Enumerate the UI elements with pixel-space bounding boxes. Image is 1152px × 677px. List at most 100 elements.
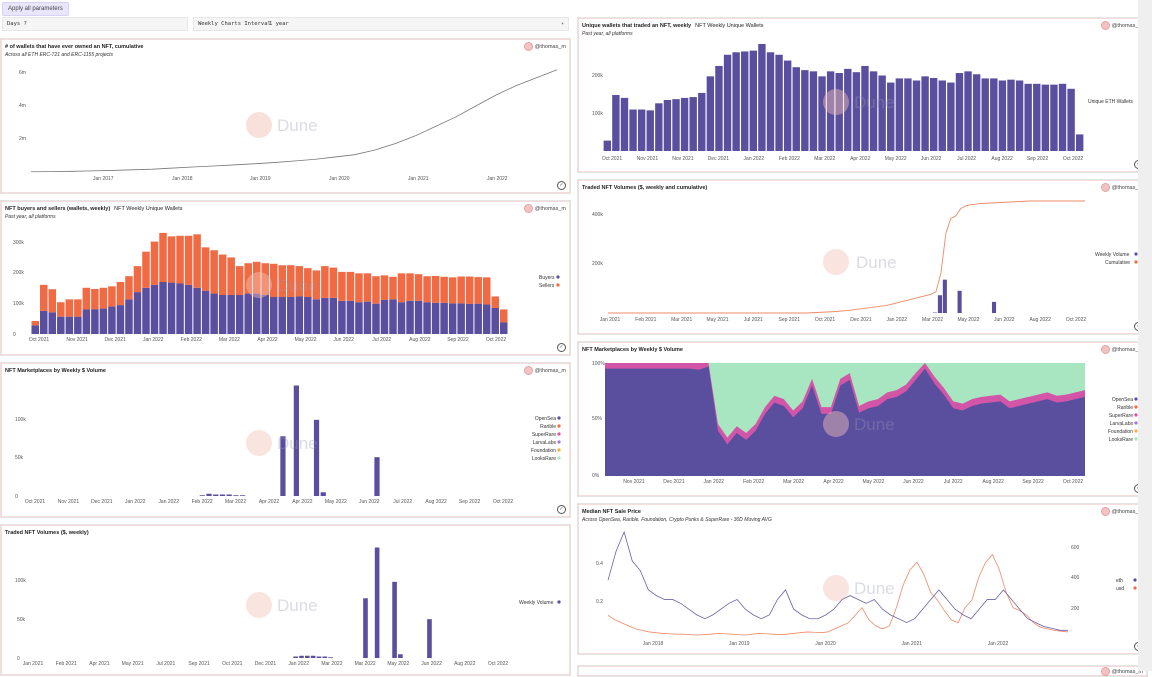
y-tick: 2m [19, 136, 26, 142]
bar [638, 110, 645, 151]
x-tick: Jan 2020 [815, 641, 836, 647]
legend-label: Buyers [539, 275, 555, 281]
bar [322, 657, 327, 658]
bar-buyers [457, 303, 465, 334]
legend-label: LooksRare [1109, 437, 1133, 443]
bar [904, 78, 911, 151]
legend-label: eth [1116, 578, 1123, 584]
param-weekly-interval[interactable]: Weekly Charts Interval 1 year ▾ [193, 17, 569, 31]
legend: Unique ETH Wallets [1088, 99, 1133, 105]
x-tick: Nov 2021 [672, 156, 694, 162]
marketplaces-volume-card: NFT Marketplaces by Weekly $ Volume @tho… [0, 362, 571, 518]
bar [1059, 84, 1066, 151]
param-days[interactable]: Days ? [2, 17, 188, 31]
scrollbar[interactable] [1138, 0, 1152, 671]
bar [1024, 84, 1031, 151]
bar [233, 495, 238, 496]
bar [992, 302, 996, 313]
bar-buyers [474, 304, 482, 334]
bar-buyers [142, 288, 150, 334]
bar-buyers [389, 299, 397, 334]
bar-sellers [151, 242, 159, 285]
x-tick: Jul 2022 [393, 499, 412, 505]
y-tick: 0 [17, 656, 20, 662]
bar [732, 52, 739, 151]
bar-buyers [176, 283, 184, 334]
y-ticks: 100% 50% 0% [592, 361, 605, 479]
watermark-text: Dune [277, 276, 318, 295]
bar-sellers [227, 257, 235, 295]
bar-buyers [338, 301, 346, 334]
x-tick: Jan 2022 [704, 479, 725, 485]
bar-buyers [253, 294, 261, 334]
legend-label: SuperRare [532, 432, 556, 438]
bar-sellers [364, 273, 372, 301]
bar [689, 97, 696, 151]
x-tick: Nov 2021 [66, 337, 88, 343]
bar-sellers [176, 236, 184, 284]
param-interval-value: 1 year [269, 18, 289, 30]
bar [311, 656, 316, 658]
bar-sellers [66, 299, 74, 316]
bar [1033, 84, 1040, 151]
bar [375, 547, 380, 658]
check-icon: ✓ [557, 505, 566, 514]
bar [878, 76, 885, 151]
legend: Buyers Sellers [539, 275, 560, 289]
bar [612, 95, 619, 151]
bar-buyers [227, 295, 235, 334]
author-link[interactable]: @thomas_m [1101, 667, 1143, 676]
x-tick: Feb 2022 [779, 156, 800, 162]
chart-svg: 0 50k 100k Dune OpenSeaRaribleSuperRareL… [1, 363, 570, 517]
x-tick: Mar 2022 [814, 156, 835, 162]
x-tick: Sep 2021 [188, 661, 210, 667]
bar [921, 76, 928, 151]
legend-label: Foundation [531, 448, 556, 454]
x-tick: Oct 2021 [29, 337, 50, 343]
bar-sellers [185, 236, 193, 285]
chart-svg: 0 100k 200k 300k Dune Buyers Sellers Oct… [1, 201, 570, 355]
bar [999, 80, 1006, 151]
chart-svg: 0.2 0.4 200 400 600 Dune eth usd Jan 201… [578, 504, 1147, 654]
legend-marker [557, 424, 560, 427]
x-tick: Jun 2022 [333, 337, 354, 343]
bar-sellers [32, 321, 40, 325]
bar [629, 110, 636, 151]
watermark: Dune [823, 411, 895, 437]
chevron-down-icon: ▾ [561, 18, 564, 30]
bar-sellers [347, 272, 355, 301]
y-ticks: 0 50k 100k [15, 417, 26, 500]
x-tick: May 2022 [957, 317, 979, 323]
bar-buyers [415, 301, 423, 334]
x-tick: Jan 2021 [901, 641, 922, 647]
bar-sellers [100, 288, 108, 309]
bar [810, 71, 817, 151]
bar [374, 457, 379, 496]
bar-buyers [261, 295, 269, 334]
x-tick: Feb 2021 [56, 661, 77, 667]
bar-buyers [108, 307, 116, 334]
bar-buyers [40, 311, 48, 334]
y-tick: 0 [13, 332, 16, 338]
bar [939, 80, 946, 151]
bar-sellers [134, 266, 142, 292]
bar-sellers [389, 277, 397, 300]
x-tick: Jan 2018 [643, 641, 664, 647]
bar-sellers [74, 299, 82, 316]
bar [982, 78, 989, 151]
bar-sellers [474, 277, 482, 304]
watermark: Dune [246, 272, 318, 298]
x-tick: Dec 2021 [663, 479, 685, 485]
y-tick: 100k [15, 417, 26, 423]
x-tick: Sep 2022 [1027, 156, 1049, 162]
x-tick: Apr 2022 [850, 156, 871, 162]
bar-sellers [142, 252, 150, 288]
bar-sellers [236, 266, 244, 295]
apply-parameters-button[interactable]: Apply all parameters [2, 2, 69, 16]
bar [724, 55, 731, 151]
bar [990, 78, 997, 151]
x-tick: Oct 2021 [815, 317, 836, 323]
x-tick: Jun 2022 [903, 479, 924, 485]
bar-sellers [168, 236, 176, 282]
